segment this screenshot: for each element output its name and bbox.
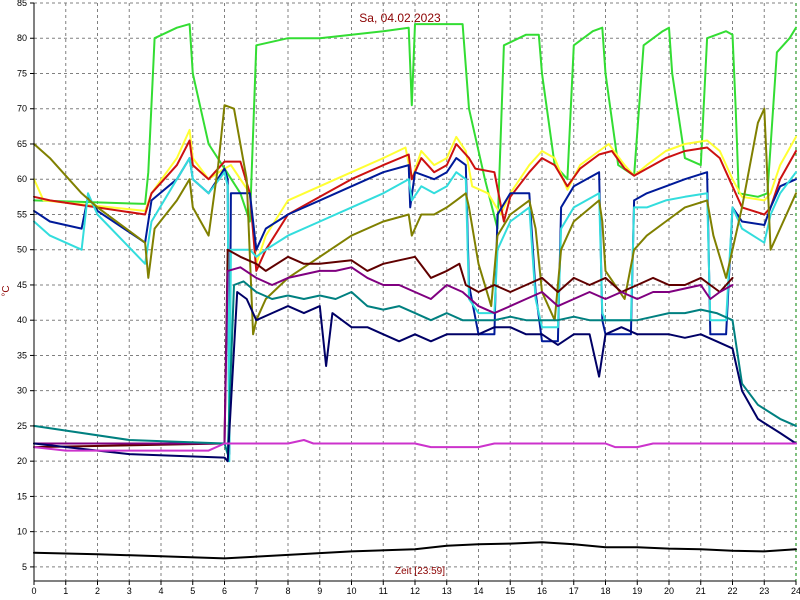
x-tick-label: 24 — [791, 586, 800, 596]
x-tick-label: 4 — [158, 586, 163, 596]
x-tick-label: 3 — [127, 586, 132, 596]
y-tick-label: 85 — [17, 0, 27, 8]
x-tick-label: 6 — [222, 586, 227, 596]
y-tick-label: 45 — [17, 280, 27, 290]
y-tick-label: 60 — [17, 174, 27, 184]
series-line-11 — [33, 439, 797, 452]
y-tick-label: 20 — [17, 456, 27, 466]
y-tick-label: 55 — [17, 209, 27, 219]
series-line-10 — [33, 291, 797, 463]
x-tick-label: 19 — [632, 586, 642, 596]
chart-title: Sa, 04.02.2023 — [359, 11, 441, 25]
x-tick-label: 7 — [254, 586, 259, 596]
y-tick-label: 75 — [17, 68, 27, 78]
series-line-12 — [33, 541, 797, 560]
x-tick-label: 14 — [473, 586, 483, 596]
series-line-8 — [33, 266, 734, 445]
x-tick-label: 18 — [600, 586, 610, 596]
x-tick-label: 0 — [31, 586, 36, 596]
y-tick-label: 40 — [17, 315, 27, 325]
y-tick-label: 50 — [17, 245, 27, 255]
y-tick-label: 10 — [17, 527, 27, 537]
x-tick-label: 9 — [317, 586, 322, 596]
y-tick-label: 5 — [22, 562, 27, 572]
x-tick-label: 5 — [190, 586, 195, 596]
x-tick-label: 20 — [664, 586, 674, 596]
y-tick-labels: 5 10 15 20 25 30 35 40 45 50 55 60 65 70 75 80 85 — [17, 0, 27, 572]
x-tick-label: 15 — [505, 586, 515, 596]
series-group — [33, 23, 797, 560]
series-line-5 — [33, 157, 797, 463]
series-line-1 — [33, 23, 797, 230]
chart-axes — [30, 2, 797, 585]
y-tick-label: 80 — [17, 33, 27, 43]
x-tick-labels: 0 1 2 3 4 5 6 7 8 9 10 11 12 13 14 15 16 17 18 19 20 21 22 23 24 — [31, 586, 800, 596]
x-tick-label: 16 — [537, 586, 547, 596]
x-tick-label: 11 — [379, 586, 388, 596]
y-tick-label: 70 — [17, 104, 27, 114]
x-tick-label: 17 — [569, 586, 579, 596]
x-tick-label: 21 — [696, 586, 706, 596]
y-tick-label: 30 — [17, 386, 27, 396]
x-tick-label: 12 — [410, 586, 420, 596]
y-axis-label: °C — [1, 285, 12, 296]
series-line-2 — [33, 128, 797, 265]
x-tick-label: 10 — [346, 586, 356, 596]
x-tick-label: 1 — [63, 586, 68, 596]
series-line-7 — [33, 248, 734, 449]
series-line-3 — [33, 139, 797, 272]
x-tick-label: 8 — [285, 586, 290, 596]
series-line-6 — [33, 104, 797, 336]
series-line-9 — [33, 280, 797, 456]
y-tick-label: 35 — [17, 350, 27, 360]
x-tick-label: 2 — [95, 586, 100, 596]
y-tick-label: 65 — [17, 139, 27, 149]
y-tick-label: 15 — [17, 491, 27, 501]
x-axis-label: Zeit [23:59] — [395, 566, 445, 577]
y-tick-label: 25 — [17, 421, 27, 431]
x-tick-label: 13 — [442, 586, 452, 596]
x-tick-label: 22 — [727, 586, 737, 596]
x-tick-label: 23 — [759, 586, 769, 596]
